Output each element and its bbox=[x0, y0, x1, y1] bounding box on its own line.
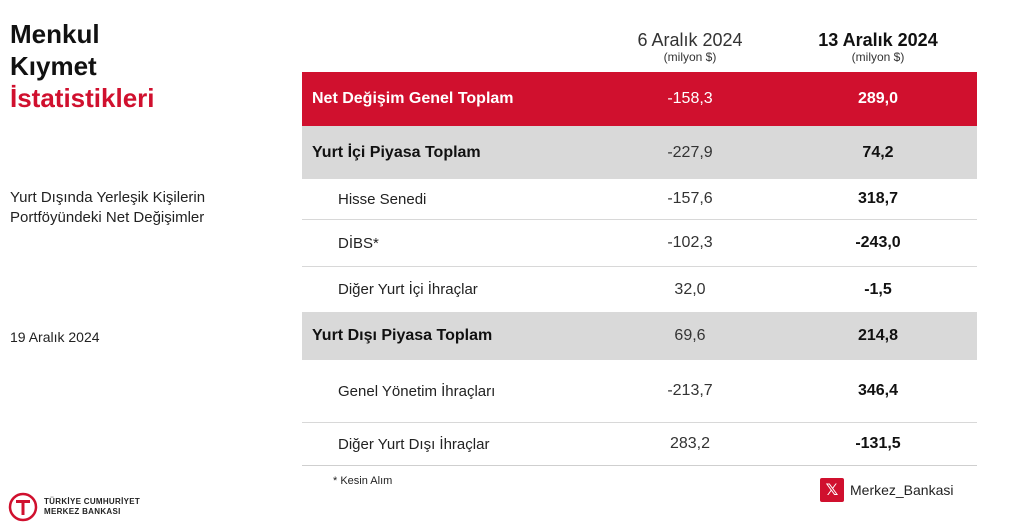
row-value-current: 74,2 bbox=[862, 143, 894, 161]
row-value-current: -131,5 bbox=[855, 435, 901, 452]
row-value-prev: -158,3 bbox=[667, 90, 713, 107]
row-value-prev: -157,6 bbox=[667, 190, 713, 207]
logo-line-1: TÜRKİYE CUMHURİYET bbox=[44, 497, 141, 506]
column-header-prev: 6 Aralık 2024 (milyon $) bbox=[605, 30, 775, 64]
logo-line-2: MERKEZ BANKASI bbox=[44, 507, 121, 516]
column-header-current: 13 Aralık 2024 (milyon $) bbox=[788, 30, 968, 64]
bank-logo: TÜRKİYE CUMHURİYET MERKEZ BANKASI bbox=[8, 492, 140, 522]
row-value-prev: 69,6 bbox=[674, 327, 706, 344]
row-value-current: -243,0 bbox=[855, 234, 901, 251]
row-value-current: 346,4 bbox=[857, 382, 899, 399]
title-line-3: İstatistikleri bbox=[10, 83, 155, 113]
statistics-table: Net Değişim Genel Toplam -158,3 289,0 Yu… bbox=[302, 72, 977, 466]
page-title: Menkul Kıymet İstatistikleri bbox=[10, 18, 155, 114]
row-label: Diğer Yurt Dışı İhraçlar bbox=[338, 435, 490, 453]
row-label: Hisse Senedi bbox=[338, 190, 427, 208]
row-value-current: 214,8 bbox=[857, 327, 899, 344]
row-label: Diğer Yurt İçi İhraçlar bbox=[338, 281, 478, 298]
table-row: Net Değişim Genel Toplam -158,3 289,0 bbox=[302, 72, 977, 126]
row-label: DİBS* bbox=[338, 234, 379, 252]
row-label: Yurt Dışı Piyasa Toplam bbox=[312, 327, 493, 344]
column-date: 6 Aralık 2024 bbox=[637, 30, 743, 50]
table-row: Diğer Yurt İçi İhraçlar 32,0 -1,5 bbox=[302, 266, 977, 312]
column-date: 13 Aralık 2024 bbox=[818, 30, 938, 50]
social-link[interactable]: 𝕏 Merkez_Bankasi bbox=[820, 478, 954, 502]
logo-text: TÜRKİYE CUMHURİYET MERKEZ BANKASI bbox=[44, 497, 140, 517]
row-label: Net Değişim Genel Toplam bbox=[312, 90, 514, 107]
table-row: Genel Yönetim İhraçları -213,7 346,4 bbox=[302, 360, 977, 422]
report-date: 19 Aralık 2024 bbox=[10, 329, 100, 345]
table-row: Yurt İçi Piyasa Toplam -227,9 74,2 bbox=[302, 126, 977, 179]
x-icon: 𝕏 bbox=[820, 478, 844, 502]
row-label: Genel Yönetim İhraçları bbox=[338, 382, 496, 400]
row-value-prev: 283,2 bbox=[669, 435, 711, 452]
title-line-1: Menkul bbox=[10, 19, 100, 49]
table-row: Yurt Dışı Piyasa Toplam 69,6 214,8 bbox=[302, 312, 977, 360]
row-value-current: 318,7 bbox=[857, 190, 899, 207]
table-row: Diğer Yurt Dışı İhraçlar 283,2 -131,5 bbox=[302, 422, 977, 466]
row-value-prev: -227,9 bbox=[667, 143, 713, 161]
column-unit: (milyon $) bbox=[851, 50, 905, 64]
title-line-2: Kıymet bbox=[10, 51, 97, 81]
social-handle: Merkez_Bankasi bbox=[850, 482, 954, 498]
tcmb-monogram-icon bbox=[8, 492, 38, 522]
table-row: DİBS* -102,3 -243,0 bbox=[302, 219, 977, 266]
row-value-current: 289,0 bbox=[857, 90, 899, 107]
table-row: Hisse Senedi -157,6 318,7 bbox=[302, 179, 977, 219]
row-value-prev: -102,3 bbox=[667, 234, 713, 251]
row-value-prev: -213,7 bbox=[667, 382, 713, 399]
page-subtitle: Yurt Dışında Yerleşik Kişilerin Portföyü… bbox=[10, 189, 206, 226]
footnote: * Kesin Alım bbox=[333, 475, 393, 487]
row-label: Yurt İçi Piyasa Toplam bbox=[312, 143, 481, 161]
column-unit: (milyon $) bbox=[663, 50, 717, 64]
row-value-prev: 32,0 bbox=[674, 280, 706, 298]
row-value-current: -1,5 bbox=[864, 280, 892, 298]
